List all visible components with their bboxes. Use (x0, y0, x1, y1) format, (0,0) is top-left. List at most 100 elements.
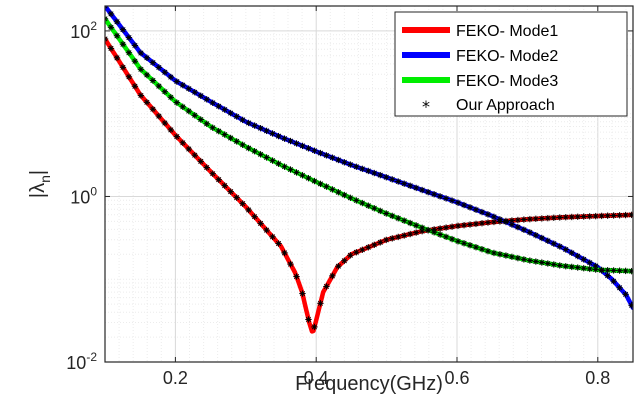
our-approach-marker (616, 212, 623, 219)
our-approach-marker (347, 194, 354, 202)
our-approach-marker (233, 113, 240, 120)
our-approach-marker (490, 213, 498, 220)
our-approach-marker (580, 213, 587, 220)
our-approach-marker (496, 251, 504, 258)
our-approach-marker (538, 215, 546, 222)
our-approach-marker (179, 81, 186, 89)
our-approach-marker (161, 88, 169, 95)
legend-item-mode1: FEKO- Mode1 (402, 23, 558, 40)
legend-label-our-approach: Our Approach (456, 97, 555, 114)
our-approach-marker (550, 261, 557, 268)
our-approach-marker (586, 259, 593, 266)
our-approach-marker (383, 174, 390, 181)
our-approach-marker (424, 188, 432, 196)
our-approach-marker (466, 221, 474, 228)
our-approach-marker (556, 214, 563, 221)
our-approach-marker (628, 267, 633, 275)
our-approach-marker (383, 236, 390, 244)
our-approach-marker (454, 199, 462, 206)
our-approach-marker (119, 64, 127, 71)
our-approach-marker (520, 226, 528, 233)
our-approach-marker (119, 41, 127, 48)
our-approach-marker (317, 149, 324, 157)
our-approach-marker (191, 89, 198, 96)
y-tick-labels: 102 100 10-2 (66, 19, 97, 373)
our-approach-marker (502, 252, 510, 259)
x-tick-label: 0.2 (163, 368, 188, 388)
our-approach-marker (131, 57, 139, 65)
ticks (105, 6, 633, 363)
our-approach-marker (544, 214, 552, 222)
our-approach-marker (508, 221, 516, 228)
our-approach-marker (245, 206, 252, 214)
our-approach-marker (125, 49, 133, 56)
y-axis-label-main: |λ (27, 183, 49, 198)
our-approach-marker (239, 116, 246, 124)
our-approach-marker (460, 201, 468, 209)
our-approach-marker (257, 125, 264, 132)
our-approach-marker (472, 220, 480, 228)
our-approach-marker (418, 224, 426, 231)
our-approach-marker (287, 137, 294, 145)
our-approach-marker (622, 211, 629, 219)
our-approach-marker (371, 169, 378, 177)
our-approach-marker (610, 267, 617, 274)
our-approach-marker (359, 199, 366, 207)
our-approach-marker (622, 267, 629, 275)
our-approach-marker (448, 235, 456, 243)
our-approach-marker (251, 122, 258, 129)
our-approach-marker (598, 212, 605, 220)
our-approach-marker (125, 73, 133, 80)
our-approach-marker (335, 156, 342, 164)
our-approach-marker (269, 233, 276, 241)
our-approach-marker (311, 323, 318, 331)
our-approach-marker (191, 112, 198, 119)
our-approach-marker (442, 224, 450, 231)
our-approach-marker (586, 265, 593, 273)
our-approach-marker (616, 284, 623, 291)
our-approach-marker (335, 189, 342, 196)
our-approach-marker (574, 264, 581, 271)
our-approach-marker (418, 186, 426, 194)
our-approach-marker (305, 145, 312, 152)
our-approach-marker (604, 266, 611, 274)
our-approach-marker (275, 160, 282, 167)
our-approach-marker (245, 119, 252, 127)
our-approach-marker (317, 300, 324, 307)
our-approach-marker (209, 170, 216, 177)
our-approach-marker (179, 139, 186, 147)
our-approach-marker (233, 194, 240, 201)
our-approach-marker (514, 223, 522, 231)
our-approach-marker (275, 132, 282, 140)
legend-marker-asterisk: * (422, 97, 430, 116)
our-approach-marker (472, 244, 480, 251)
our-approach-marker (508, 217, 516, 224)
our-approach-marker (383, 210, 390, 217)
our-approach-marker (293, 169, 300, 176)
our-approach-marker (598, 266, 605, 274)
y-axis-label-subscript: n (37, 175, 53, 183)
our-approach-marker (377, 239, 384, 246)
our-approach-marker (197, 158, 204, 165)
our-approach-marker (281, 163, 288, 170)
our-approach-marker (604, 272, 611, 279)
our-approach-marker (305, 174, 312, 182)
our-approach-marker (215, 103, 222, 110)
our-approach-marker (293, 273, 300, 280)
our-approach-marker (179, 103, 186, 111)
legend-item-our-approach: * Our Approach (422, 97, 555, 116)
our-approach-marker (502, 218, 510, 226)
our-approach-marker (562, 246, 569, 253)
our-approach-marker (359, 246, 366, 253)
our-approach-marker (371, 241, 378, 249)
our-approach-marker (412, 222, 420, 229)
our-approach-marker (317, 180, 324, 188)
our-approach-marker (401, 217, 408, 224)
our-approach-marker (227, 109, 234, 117)
our-approach-marker (436, 225, 444, 232)
our-approach-marker (137, 66, 145, 73)
our-approach-marker (568, 249, 575, 256)
our-approach-marker (209, 99, 216, 106)
our-approach-marker (622, 291, 629, 298)
our-approach-marker (227, 134, 234, 142)
